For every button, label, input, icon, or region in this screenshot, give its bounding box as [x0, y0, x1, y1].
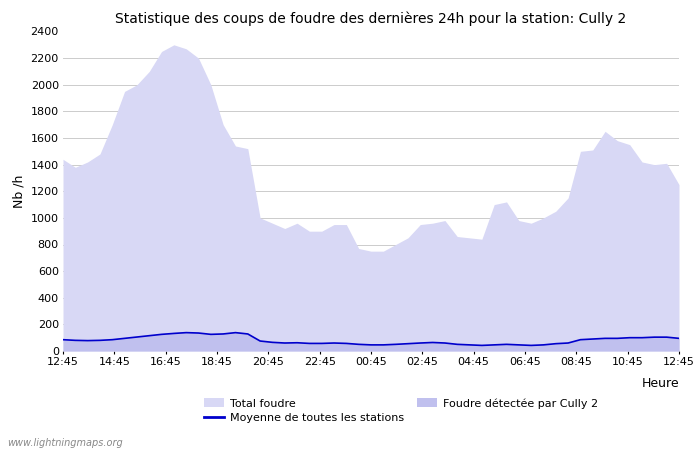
Text: www.lightningmaps.org: www.lightningmaps.org	[7, 438, 122, 448]
Legend: Total foudre, Moyenne de toutes les stations, Foudre détectée par Cully 2: Total foudre, Moyenne de toutes les stat…	[204, 398, 598, 423]
Text: Heure: Heure	[641, 377, 679, 390]
Y-axis label: Nb /h: Nb /h	[12, 175, 25, 208]
Title: Statistique des coups de foudre des dernières 24h pour la station: Cully 2: Statistique des coups de foudre des dern…	[116, 12, 626, 26]
